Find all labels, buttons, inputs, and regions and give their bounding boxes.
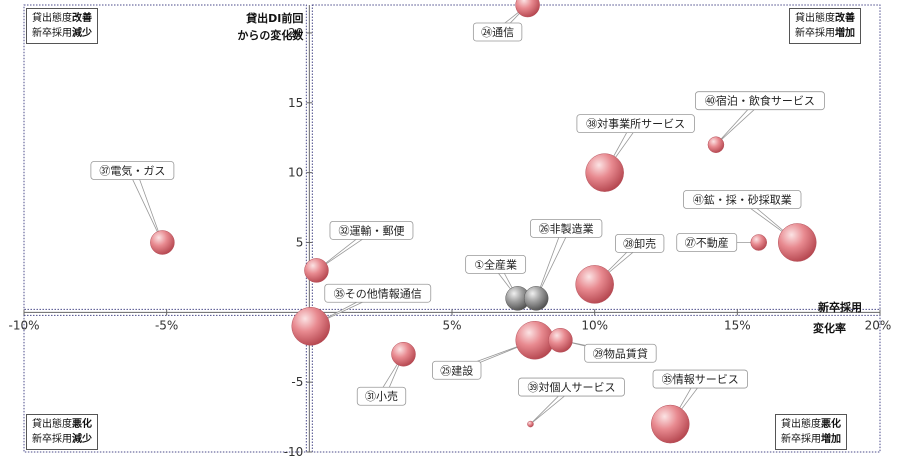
callout-label: ㊴対個人サービス: [527, 380, 615, 394]
quadrant-frame-tr: [311, 4, 881, 310]
callout-box: [676, 233, 738, 252]
quad-tl-c: 新卒採用: [32, 28, 72, 39]
callout-box: [584, 343, 657, 363]
x-tick-label: 15%: [724, 318, 751, 332]
x-tick-label: -10%: [8, 318, 39, 332]
y-tick-label: -10: [284, 445, 304, 458]
bubbles: [150, 0, 817, 444]
bubble-point: [523, 286, 549, 311]
callout-label: ①全産業: [474, 257, 517, 271]
callout-label: ㊳対事業所サービス: [586, 117, 685, 131]
x-tick-label: 20%: [865, 318, 892, 332]
callout-leaders: [127, 4, 798, 425]
callout-label: ㉜運輸・郵便: [338, 223, 404, 237]
quadrant-top-left: 貸出態度改善 新卒採用減少: [26, 8, 98, 44]
bubble-point: [304, 258, 329, 283]
quad-tr-d: 増加: [835, 28, 855, 39]
callout-label: ㉕建設: [440, 363, 473, 377]
quadrant-frame-br: [311, 314, 881, 453]
callout-box: [472, 22, 523, 42]
bubble-point: [291, 307, 331, 346]
quad-tl-a: 貸出態度: [32, 13, 72, 24]
bubble-point: [150, 230, 175, 255]
quad-tr-b: 改善: [835, 13, 855, 24]
callout-box: [615, 233, 665, 253]
bubble-point: [778, 223, 817, 262]
callout-box: [465, 254, 527, 274]
axes: [24, 5, 880, 452]
callout-box: [530, 218, 603, 238]
x-axis-title-line1: 新卒採用: [818, 300, 862, 314]
y-tick-label: 5: [296, 235, 304, 249]
x-tick-label: -5%: [155, 318, 178, 332]
callout-label: ㉙物品賃貸: [593, 346, 648, 360]
y-axis-title-line1: 貸出DI前回: [245, 11, 303, 25]
x-axis-title-line2: 変化率: [813, 321, 846, 335]
quadrant-frame-bl: [23, 314, 307, 453]
y-tick-label: 20: [288, 26, 303, 40]
quad-bl-d: 減少: [72, 434, 92, 445]
callout-label: ㉗不動産: [685, 235, 729, 249]
callout-box: [356, 386, 407, 406]
bubble-point: [585, 153, 624, 192]
quad-tl-d: 減少: [72, 28, 92, 39]
callout-label: ㊲電気・ガス: [99, 163, 165, 177]
quad-br-c: 新卒採用: [781, 434, 821, 445]
callout-label: ㉘卸売: [623, 236, 656, 250]
quad-br-d: 増加: [821, 434, 841, 445]
quad-bl-c: 新卒採用: [32, 434, 72, 445]
quadrant-bottom-right: 貸出態度悪化 新卒採用増加: [775, 414, 847, 450]
y-tick-label: 15: [288, 96, 303, 110]
callout-label: ㊵宿泊・飲食サービス: [705, 94, 815, 108]
quad-br-b: 悪化: [821, 419, 841, 430]
bubble-point: [548, 328, 573, 353]
callout-label: ㉔通信: [481, 26, 514, 39]
bubble-point: [651, 404, 690, 444]
bubble-point: [750, 234, 767, 251]
quad-tl-b: 改善: [72, 13, 92, 24]
callout-label: ㉛小売: [365, 390, 398, 403]
callout-box: [432, 360, 482, 380]
y-axis-title-line2: からの変化数: [237, 28, 304, 42]
callout-label: ㉟情報サービス: [662, 373, 739, 386]
quadrant-top-right: 貸出態度改善 新卒採用増加: [789, 8, 861, 44]
bubble-point: [391, 341, 416, 367]
quad-bl-b: 悪化: [72, 419, 92, 430]
bubble-point: [527, 420, 534, 428]
callout-box: [576, 114, 695, 134]
quad-tr-a: 貸出態度: [795, 13, 835, 24]
x-tick-label: 10%: [581, 318, 608, 332]
bubble-point: [707, 136, 725, 153]
callout-box: [324, 283, 432, 303]
bubble-point: [575, 265, 614, 304]
y-tick-label: -5: [291, 375, 303, 389]
quadrant-frame-tl: [23, 4, 307, 310]
callout-box: [652, 369, 748, 389]
callout-label: ㉖非製造業: [539, 221, 594, 235]
bubble-point: [515, 0, 540, 18]
callout-box: [329, 221, 414, 240]
quad-bl-a: 貸出態度: [32, 419, 72, 430]
quadrant-bottom-left: 貸出態度悪化 新卒採用減少: [26, 414, 98, 450]
x-tick-label: 5%: [442, 318, 461, 332]
callout-box: [695, 91, 825, 111]
plot-frame: [23, 4, 881, 453]
callout-box: [683, 190, 802, 209]
callout-label: ㉟その他情報通信: [334, 287, 422, 300]
quad-tr-c: 新卒採用: [795, 28, 835, 39]
callout-box: [90, 161, 175, 180]
quad-br-a: 貸出態度: [781, 419, 821, 430]
callout-label: ㊶鉱・採・砂採取業: [693, 192, 792, 206]
callout-box: [518, 377, 625, 397]
y-tick-label: 10: [288, 166, 303, 180]
bubble-point: [515, 321, 554, 360]
callout-labels: ㉔通信㊵宿泊・飲食サービス㊳対事業所サービス㊲電気・ガス㊶鉱・採・砂採取業㉗不動…: [90, 22, 825, 406]
